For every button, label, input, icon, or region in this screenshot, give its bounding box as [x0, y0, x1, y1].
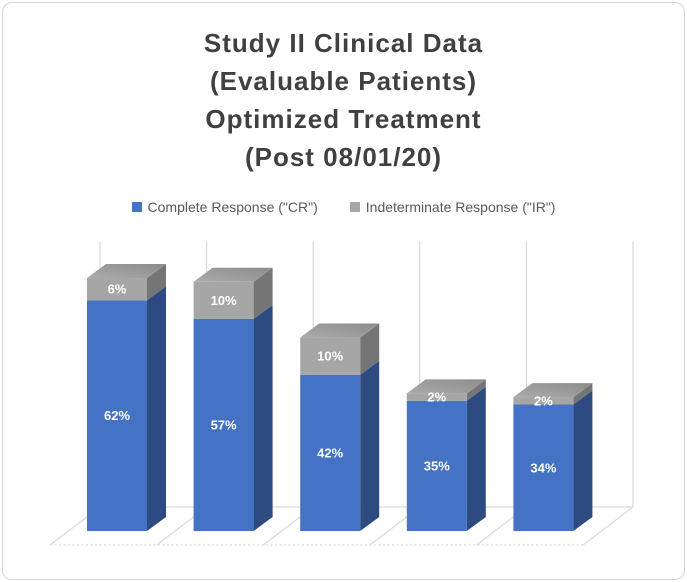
bar-5-ir-label: 2%: [534, 393, 553, 408]
bar-1-ir-side: [147, 264, 166, 301]
bar-2-ir-top: [193, 267, 273, 282]
bar-2-ir-label: 10%: [211, 293, 237, 308]
bar-4-ir-top: [406, 379, 486, 394]
bar-5-ir-side: [573, 383, 593, 405]
legend-item-ir: Indeterminate Response ("IR"): [349, 199, 556, 215]
bar-4-ir-front: [406, 393, 467, 401]
bar-1-ir-front: [87, 278, 147, 301]
chart-legend: Complete Response ("CR") Indeterminate R…: [0, 197, 687, 217]
floor-diagonal: [582, 506, 634, 546]
legend-label-cr: Complete Response ("CR"): [147, 199, 318, 215]
bar-1-cr-side: [147, 286, 166, 531]
legend-label-ir: Indeterminate Response ("IR"): [365, 199, 556, 215]
legend-swatch-cr-icon: [131, 202, 142, 212]
bar-1-ir-label: 6%: [108, 282, 127, 297]
bar-3-ir-top: [300, 323, 380, 338]
bar-4-cr-front: [406, 400, 467, 531]
bar-1-cr-label: 62%: [104, 408, 130, 423]
bar-5-cr-label: 34%: [530, 460, 556, 475]
bar-5-cr-front: [513, 404, 574, 531]
bar-4-ir-side: [466, 379, 486, 401]
bar-2-ir-side: [253, 267, 273, 319]
chart-title-line-2: (Evaluable Patients): [209, 66, 478, 96]
chart-title-line-4: (Post 08/01/20): [244, 142, 443, 172]
bar-4-ir-label: 2%: [427, 390, 446, 405]
chart-title-line-1: Study II Clinical Data: [203, 28, 484, 58]
chart-title: Study II Clinical Data (Evaluable Patien…: [0, 24, 687, 176]
bar-2-cr-side: [253, 304, 273, 531]
bar-3-ir-side: [360, 323, 380, 375]
bar-5-ir-front: [513, 397, 574, 405]
bar-3-ir-front: [300, 337, 361, 375]
bar-2-ir-front: [193, 281, 254, 319]
bar-3-ir-label: 10%: [317, 349, 343, 364]
bar-3-cr-side: [360, 360, 380, 531]
legend-item-cr: Complete Response ("CR"): [131, 199, 318, 215]
bar-1-cr-front: [87, 300, 147, 531]
bar-3-cr-label: 42%: [317, 445, 343, 460]
bar-4-cr-label: 35%: [424, 458, 450, 473]
bar-4-cr-side: [466, 386, 486, 531]
bar-5-ir-top: [513, 383, 593, 398]
bar-2-cr-label: 57%: [211, 417, 237, 432]
legend-swatch-ir-icon: [349, 202, 360, 212]
bar-2-cr-front: [193, 318, 254, 531]
bar-3-cr-front: [300, 374, 361, 531]
chart-title-line-3: Optimized Treatment: [205, 104, 482, 134]
bar-5-cr-side: [573, 390, 593, 531]
bar-1-ir-top: [87, 264, 166, 279]
